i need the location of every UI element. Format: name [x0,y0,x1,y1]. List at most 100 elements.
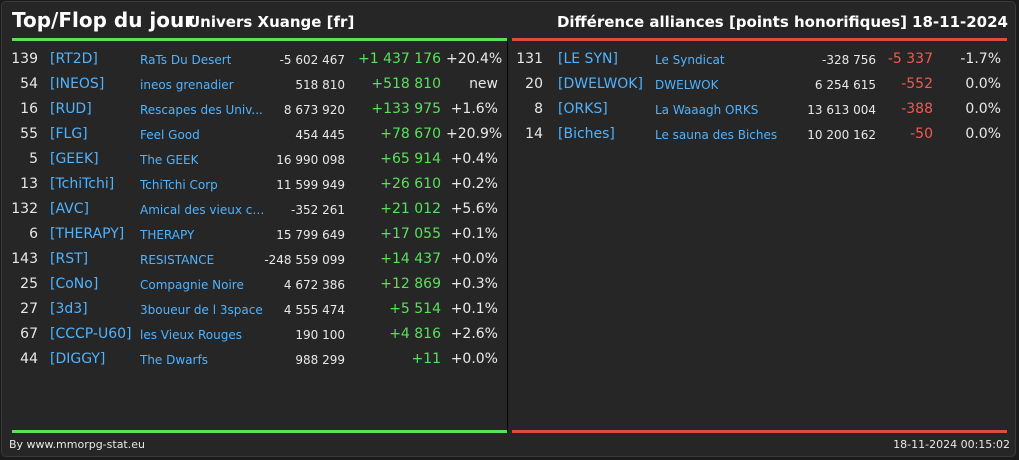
percent-change: -1.7% [960,51,1001,67]
alliance-name-link[interactable]: THERAPY [140,228,195,242]
total-points: 10 200 162 [807,128,876,142]
total-points: -5 602 467 [279,53,345,67]
alliance-name-link[interactable]: Le sauna des Biches [655,128,778,142]
rank-value: 16 [20,101,38,117]
alliance-tag-link[interactable]: [LE SYN] [558,51,618,67]
alliance-tag-link[interactable]: [Biches] [558,126,615,142]
rank-value: 8 [534,101,543,117]
rank-value: 20 [525,76,543,92]
points-difference: -552 [901,76,933,92]
rank-value: 143 [11,251,38,267]
rank-value: 25 [20,276,38,292]
percent-change: +0.0% [450,251,498,267]
rank-value: 5 [29,151,38,167]
flop-list: 131 [LE SYN] Le Syndicat -328 756 -5 337 -1.7… [0,48,1015,148]
alliance-tag-link[interactable]: [3d3] [50,301,88,317]
alliance-tag-link[interactable]: [THERAPY] [50,226,125,242]
points-difference: +26 610 [380,176,441,192]
alliance-tag-link[interactable]: [RT2D] [50,51,98,67]
percent-change: +1.6% [450,101,498,117]
percent-change: +20.4% [446,51,503,67]
alliance-tag-link[interactable]: [AVC] [50,201,89,217]
rank-value: 44 [20,351,38,367]
points-difference: +518 810 [371,76,441,92]
alliance-name-link[interactable]: Compagnie Noire [140,278,244,292]
total-points: 11 599 949 [276,178,345,192]
alliance-tag-link[interactable]: [GEEK] [50,151,99,167]
alliance-tag-link[interactable]: [FLG] [50,126,88,142]
alliance-row: 55 [FLG] Feel Good 454 445 +78 670 +20.9% [0,123,508,148]
alliance-row: 14 [Biches] Le sauna des Biches 10 200 162 -… [0,123,1015,148]
alliance-row: 8 [ORKS] La Waaagh ORKS 13 613 004 -388 0.0% [0,98,1015,123]
timestamp: 18-11-2024 00:15:02 [893,438,1010,451]
alliance-name-link[interactable]: La Waaagh ORKS [655,103,759,117]
total-points: 454 445 [295,128,345,142]
total-points: 15 799 649 [276,228,345,242]
alliance-tag-link[interactable]: [RST] [50,251,89,267]
rank-value: 139 [11,51,38,67]
total-points: 16 990 098 [276,153,345,167]
alliance-row: 5 [GEEK] The GEEK 16 990 098 +65 914 +0.4% [0,148,508,173]
total-points: -352 261 [291,203,345,217]
rank-value: 6 [29,226,38,242]
alliance-name-link[interactable]: The Dwarfs [140,353,208,367]
total-points: 988 299 [295,353,345,367]
total-points: 518 810 [295,78,345,92]
percent-change: new [469,76,498,92]
alliance-row: 67 [CCCP-U60] les Vieux Rouges 190 100 +4 81… [0,323,508,348]
percent-change: +0.0% [450,351,498,367]
points-difference: +21 012 [380,201,441,217]
points-difference: +133 975 [371,101,441,117]
total-points: 6 254 615 [814,78,876,92]
alliance-tag-link[interactable]: [CoNo] [50,276,99,292]
percent-change: +0.3% [450,276,498,292]
top-bar-red [512,38,1007,41]
page-title: Top/Flop du jour [12,8,195,32]
alliance-tag-link[interactable]: [RUD] [50,101,92,117]
alliance-tag-link[interactable]: [DIGGY] [50,351,106,367]
alliance-tag-link[interactable]: [INEOS] [50,76,105,92]
universe-label: Univers Xuange [fr] [188,13,355,31]
alliance-row: 131 [LE SYN] Le Syndicat -328 756 -5 337 -1.7… [0,48,1015,73]
alliance-name-link[interactable]: les Vieux Rouges [140,328,242,342]
alliance-tag-link[interactable]: [ORKS] [558,101,608,117]
rank-value: 13 [20,176,38,192]
alliance-row: 143 [RST] RESISTANCE -248 559 099 +14 437 +0.… [0,248,508,273]
alliance-tag-link[interactable]: [CCCP-U60] [50,326,132,342]
points-difference: +65 914 [380,151,441,167]
alliance-name-link[interactable]: Amical des vieux co... [140,203,265,217]
alliance-name-link[interactable]: The GEEK [140,153,199,167]
total-points: -328 756 [822,53,876,67]
total-points: 190 100 [295,328,345,342]
alliance-row: 54 [INEOS] ineos grenadier 518 810 +518 810 n… [0,73,508,98]
percent-change: 0.0% [965,126,1001,142]
points-difference: +1 437 176 [358,51,441,67]
percent-change: +20.9% [446,126,503,142]
percent-change: +0.1% [450,301,498,317]
points-difference: -388 [901,101,933,117]
total-points: -248 559 099 [264,253,345,267]
top-list: 139 [RT2D] RaTs Du Desert -5 602 467 +1 437 … [0,48,508,373]
bottom-bar-red [512,430,1007,433]
points-difference: -50 [910,126,933,142]
points-difference: +78 670 [380,126,441,142]
alliance-name-link[interactable]: 3boueur de l 3space [140,303,263,317]
alliance-tag-link[interactable]: [TchiTchi] [50,176,115,192]
alliance-row: 6 [THERAPY] THERAPY 15 799 649 +17 055 +0.1% [0,223,508,248]
percent-change: +0.2% [450,176,498,192]
rank-value: 54 [20,76,38,92]
points-difference: +4 816 [389,326,441,342]
points-difference: +11 [411,351,441,367]
alliance-tag-link[interactable]: [DWELWOK] [558,76,643,92]
header: Top/Flop du jour Univers Xuange [fr] Dif… [2,2,1017,42]
alliance-name-link[interactable]: Le Syndicat [655,53,725,67]
alliance-row: 132 [AVC] Amical des vieux co... -352 261 +2… [0,198,508,223]
points-difference: +12 869 [380,276,441,292]
alliance-name-link[interactable]: TchiTchi Corp [140,178,218,192]
total-points: 13 613 004 [807,103,876,117]
alliance-name-link[interactable]: RESISTANCE [140,253,215,267]
rank-value: 67 [20,326,38,342]
alliance-name-link[interactable]: DWELWOK [655,78,719,92]
credit-link[interactable]: By www.mmorpg-stat.eu [9,438,145,451]
